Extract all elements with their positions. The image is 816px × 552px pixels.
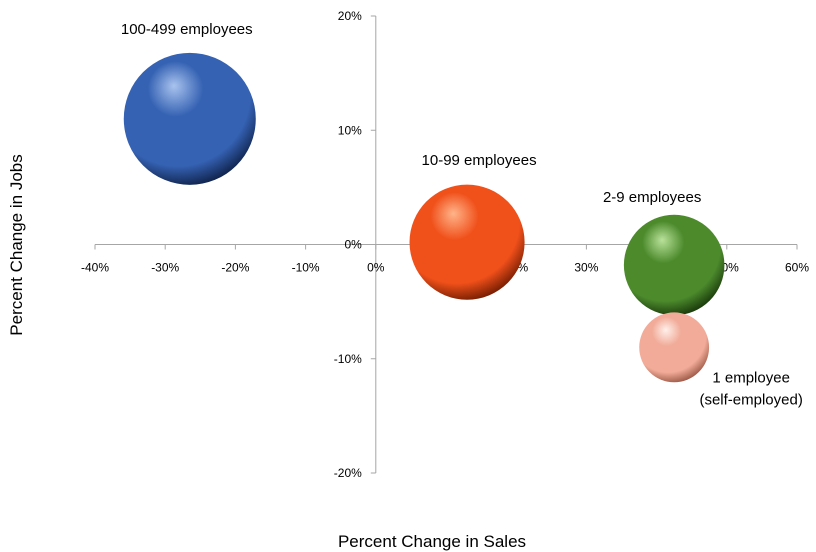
x-tick-label: 60% <box>785 261 809 275</box>
x-tick-label: -20% <box>221 261 249 275</box>
y-axis-title: Percent Change in Jobs <box>7 154 26 335</box>
bubble-labels: 100-499 employees 10-99 employees 2-9 empl… <box>121 21 803 409</box>
y-tick-label: 20% <box>338 9 362 23</box>
x-tick-label: -10% <box>292 261 320 275</box>
y-tick-label: 0% <box>344 238 362 252</box>
bubbles <box>123 52 725 383</box>
x-tick-label: 0% <box>367 261 385 275</box>
bubble <box>623 214 725 316</box>
y-tick-label: 10% <box>338 123 362 137</box>
x-tick-label: -40% <box>81 261 109 275</box>
y-tick-label: -10% <box>334 352 362 366</box>
bubble-label: 2-9 employees <box>603 189 701 206</box>
bubble <box>409 184 525 300</box>
bubble-label: (self-employed) <box>699 391 802 408</box>
y-axis-ticks: -20% -10% 0% 10% 20% <box>334 9 376 480</box>
x-axis-title: Percent Change in Sales <box>338 532 526 551</box>
bubble <box>123 52 256 185</box>
bubble <box>639 312 710 383</box>
bubble-label: 1 employee <box>712 369 790 386</box>
bubble-label: 100-499 employees <box>121 21 253 38</box>
y-tick-label: -20% <box>334 466 362 480</box>
x-tick-label: -30% <box>151 261 179 275</box>
x-tick-label: 30% <box>574 261 598 275</box>
bubble-label: 10-99 employees <box>422 152 537 169</box>
